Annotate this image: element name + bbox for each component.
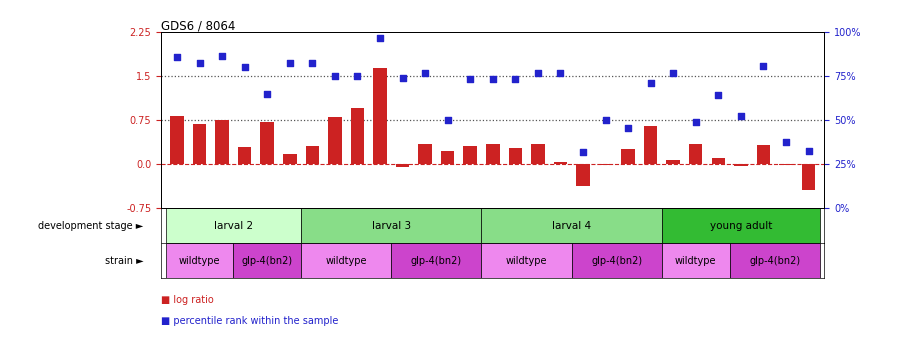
Point: [756, 63, 771, 69]
Bar: [351, 109, 364, 164]
Bar: [238, 147, 251, 164]
Text: wildtype: wildtype: [325, 256, 367, 266]
Text: GDS6 / 8064: GDS6 / 8064: [161, 19, 236, 32]
Bar: [667, 160, 680, 164]
Bar: [554, 162, 567, 164]
Text: ■ percentile rank within the sample: ■ percentile rank within the sample: [161, 316, 339, 326]
Bar: [166, 208, 301, 243]
Bar: [396, 164, 409, 167]
Text: larval 4: larval 4: [552, 221, 591, 231]
Point: [463, 76, 478, 82]
Text: larval 3: larval 3: [372, 221, 411, 231]
Text: larval 2: larval 2: [214, 221, 253, 231]
Text: wildtype: wildtype: [675, 256, 717, 266]
Point: [395, 75, 410, 81]
Point: [418, 70, 433, 76]
Point: [621, 125, 635, 131]
Point: [373, 35, 388, 41]
Bar: [463, 146, 477, 164]
Bar: [301, 243, 391, 278]
Text: development stage ►: development stage ►: [38, 221, 143, 231]
Point: [305, 60, 320, 65]
Bar: [734, 164, 748, 166]
Bar: [328, 117, 342, 164]
Bar: [306, 146, 319, 164]
Point: [440, 117, 455, 123]
Bar: [301, 208, 482, 243]
Point: [215, 53, 229, 59]
Point: [643, 80, 658, 86]
Text: glp-4(bn2): glp-4(bn2): [591, 256, 642, 266]
Text: ■ log ratio: ■ log ratio: [161, 295, 214, 305]
Point: [553, 70, 567, 76]
Bar: [482, 243, 572, 278]
Bar: [802, 164, 815, 191]
Bar: [577, 164, 589, 186]
Bar: [391, 243, 482, 278]
Bar: [599, 164, 612, 165]
Bar: [644, 126, 658, 164]
Bar: [261, 122, 274, 164]
Bar: [166, 243, 233, 278]
Bar: [441, 151, 454, 164]
Bar: [283, 154, 297, 164]
Bar: [373, 69, 387, 164]
Bar: [729, 243, 820, 278]
Point: [778, 139, 793, 145]
Point: [598, 117, 612, 123]
Point: [507, 76, 522, 82]
Text: young adult: young adult: [710, 221, 772, 231]
Text: strain ►: strain ►: [104, 256, 143, 266]
Bar: [482, 208, 662, 243]
Point: [283, 60, 297, 65]
Text: glp-4(bn2): glp-4(bn2): [411, 256, 462, 266]
Bar: [622, 150, 635, 164]
Point: [485, 76, 500, 82]
Point: [328, 73, 343, 79]
Point: [711, 92, 726, 98]
Point: [238, 65, 252, 70]
Point: [530, 70, 545, 76]
Point: [576, 150, 590, 155]
Point: [169, 54, 184, 60]
Bar: [712, 158, 725, 164]
Bar: [418, 144, 432, 164]
Bar: [508, 148, 522, 164]
Point: [801, 149, 816, 154]
Bar: [779, 164, 793, 165]
Bar: [662, 243, 729, 278]
Point: [350, 73, 365, 79]
Point: [192, 60, 207, 66]
Text: wildtype: wildtype: [506, 256, 547, 266]
Bar: [531, 144, 544, 164]
Text: glp-4(bn2): glp-4(bn2): [241, 256, 293, 266]
Bar: [662, 208, 820, 243]
Text: glp-4(bn2): glp-4(bn2): [749, 256, 800, 266]
Point: [260, 91, 274, 96]
Bar: [757, 145, 770, 164]
Point: [666, 70, 681, 76]
Bar: [233, 243, 301, 278]
Bar: [486, 144, 499, 164]
Text: wildtype: wildtype: [179, 256, 220, 266]
Bar: [572, 243, 662, 278]
Bar: [192, 124, 206, 164]
Bar: [170, 116, 183, 164]
Point: [688, 119, 703, 125]
Bar: [689, 144, 703, 164]
Bar: [216, 120, 228, 164]
Point: [733, 113, 748, 119]
